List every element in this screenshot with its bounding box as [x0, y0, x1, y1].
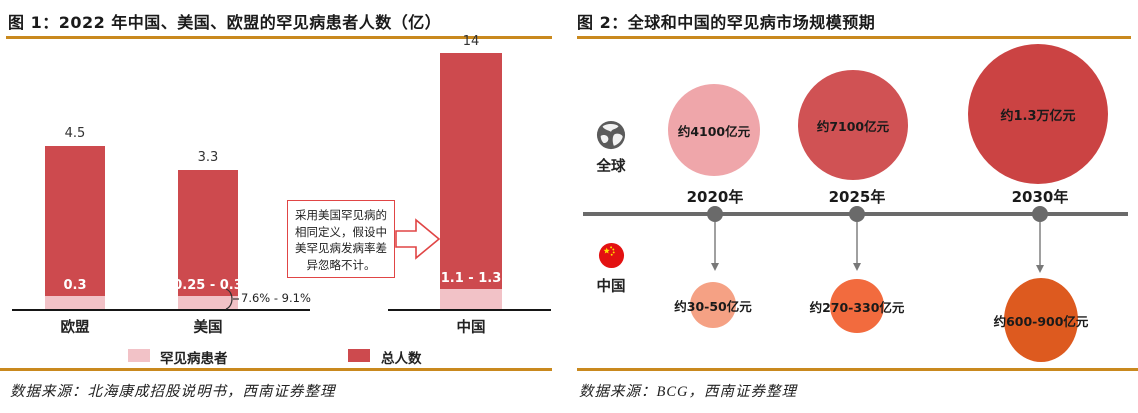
arrow-down-icon [853, 222, 861, 271]
brace-connector-icon [225, 288, 239, 310]
figure1-title-rule [6, 36, 552, 39]
figure1-source: 数据来源：北海康成招股说明书，西南证券整理 [10, 384, 336, 400]
category-label-china: 中国 [456, 320, 486, 336]
bubble-china-2025: 约270-330亿元 [810, 279, 904, 333]
legend-swatch-patients [128, 349, 150, 362]
bar-patient-value-china: 1.1 - 1.3 [440, 271, 502, 286]
bubble-global-2030: 约1.3万亿元 [968, 44, 1108, 184]
bubble-global-2025: 约7100亿元 [798, 70, 908, 180]
timeline-year-2025: 2025年 [828, 188, 886, 206]
bar-us-total-segment: 0.25 - 0.3 [173, 170, 243, 296]
timeline-year-2020: 2020年 [686, 188, 744, 206]
arrow-down-icon [711, 222, 719, 271]
callout-box: 采用美国罕见病的相同定义，假设中美罕见病发病率差异忽略不计。 [287, 200, 395, 278]
globe-icon [596, 120, 626, 150]
bar-patient-value-eu: 0.3 [63, 278, 87, 293]
bar-total-value-eu: 4.5 [64, 126, 86, 141]
figure2-title: 图 2：全球和中国的罕见病市场规模预期 [577, 13, 876, 32]
bar-china-total-segment: 1.1 - 1.3 [440, 53, 502, 289]
category-label-eu: 欧盟 [60, 320, 90, 336]
legend-label-patients: 罕见病患者 [160, 351, 228, 367]
figure2-panel: 图 2：全球和中国的罕见病市场规模预期 全球 中国 2020年 2025年 20… [569, 0, 1138, 413]
timeline-dot-2025 [849, 206, 865, 222]
x-axis-left-segment [12, 309, 310, 311]
block-arrow-right-icon [395, 218, 441, 260]
x-axis-china-segment [388, 309, 551, 311]
figure1-title: 图 1：2022 年中国、美国、欧盟的罕见病患者人数（亿） [8, 13, 442, 32]
figure1-panel: 图 1：2022 年中国、美国、欧盟的罕见病患者人数（亿） 4.5 0.3 3.… [0, 13, 552, 400]
bar-us: 0.25 - 0.3 [173, 170, 243, 310]
figure1-footer-rule [0, 368, 552, 371]
category-label-us: 美国 [193, 320, 223, 336]
bar-eu-patients-segment [45, 296, 105, 310]
figure2-title-rule [577, 36, 1131, 39]
timeline-dot-2020 [707, 206, 723, 222]
bar-china: 1.1 - 1.3 [440, 53, 502, 310]
legend-swatch-total [348, 349, 370, 362]
china-flag-icon [598, 242, 625, 269]
figure2-footer-rule [577, 368, 1138, 371]
bar-china-patients-segment [440, 289, 502, 310]
row-label-global: 全球 [596, 159, 626, 175]
bar-patient-value-us: 0.25 - 0.3 [173, 278, 243, 293]
legend-label-total: 总人数 [381, 351, 422, 367]
patient-share-note: 7.6% - 9.1% [241, 291, 311, 305]
bar-us-patients-segment [178, 296, 238, 310]
timeline-dot-2030 [1032, 206, 1048, 222]
bar-eu: 0.3 [45, 146, 105, 310]
bar-eu-total-segment: 0.3 [45, 146, 105, 296]
timeline-year-2030: 2030年 [1011, 188, 1069, 206]
figure2-source: 数据来源：BCG，西南证券整理 [579, 384, 797, 400]
bar-total-value-china: 14 [462, 34, 480, 49]
bubble-global-2020: 约4100亿元 [668, 84, 760, 176]
bubble-china-2030: 约600-900亿元 [994, 278, 1088, 362]
arrow-down-icon [1036, 222, 1044, 273]
row-label-china: 中国 [596, 279, 626, 295]
bubble-china-2020: 约30-50亿元 [674, 282, 752, 328]
bar-total-value-us: 3.3 [197, 150, 219, 165]
